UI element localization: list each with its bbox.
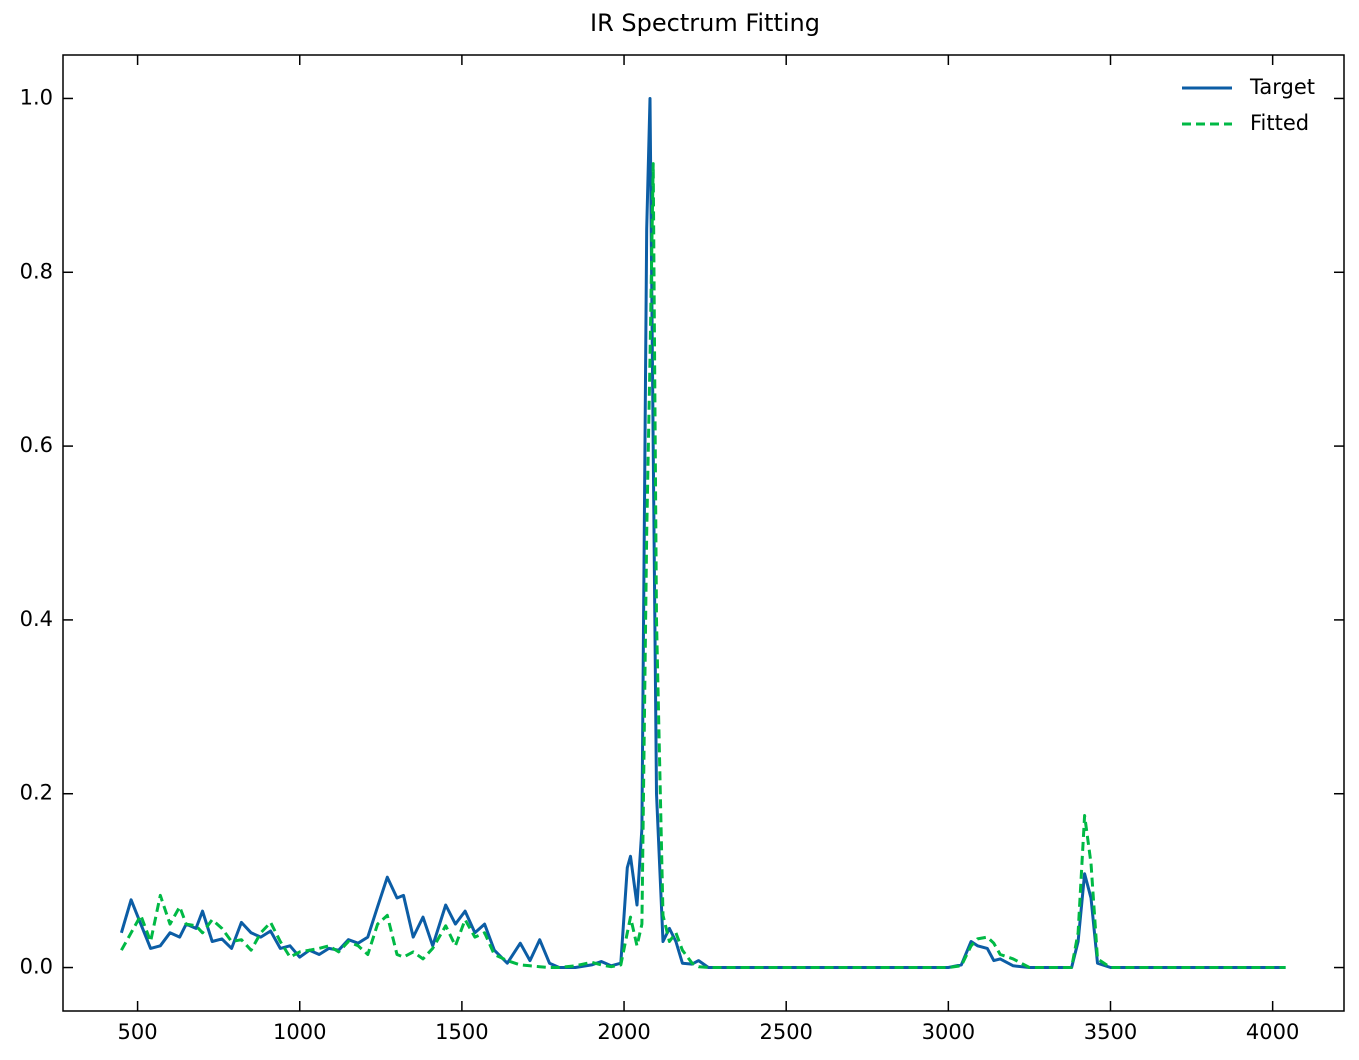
y-tick-label: 0.4: [20, 607, 53, 631]
legend-label: Fitted: [1250, 111, 1309, 135]
series-line: [119, 97, 1286, 969]
y-tick-label: 0.6: [20, 433, 53, 457]
chart-title: IR Spectrum Fitting: [590, 9, 820, 37]
x-tick-label: 500: [118, 1020, 158, 1044]
series-line: [120, 162, 1286, 969]
x-tick-label: 4000: [1246, 1020, 1299, 1044]
x-tick-label: 1500: [435, 1020, 488, 1044]
y-tick-label: 0.2: [20, 781, 53, 805]
x-tick-label: 2000: [597, 1020, 650, 1044]
x-tick-label: 3000: [922, 1020, 975, 1044]
plot-frame: [62, 54, 1345, 1012]
y-tick-label: 0.8: [20, 259, 53, 283]
y-tick-label: 1.0: [20, 85, 53, 109]
legend-label: Target: [1249, 75, 1315, 99]
x-tick-label: 1000: [273, 1020, 326, 1044]
x-tick-label: 3500: [1084, 1020, 1137, 1044]
y-tick-label: 0.0: [20, 955, 53, 979]
x-tick-label: 2500: [759, 1020, 812, 1044]
